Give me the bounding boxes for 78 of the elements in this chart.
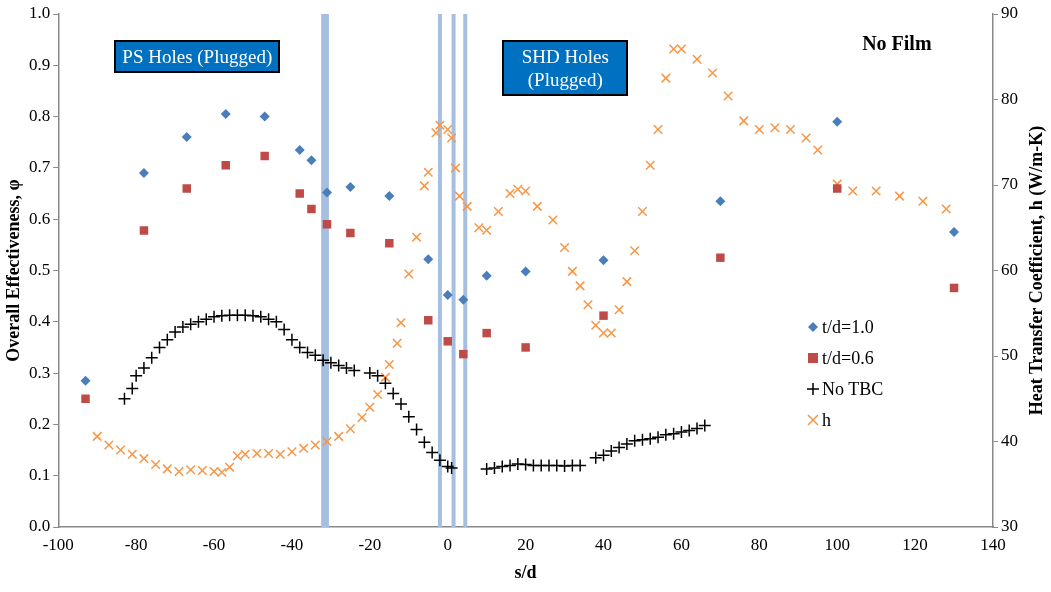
y-tick-label: 0.9 [29,54,51,74]
point [384,191,395,202]
point [458,294,469,305]
point [385,239,394,248]
point [295,189,304,198]
point [80,375,91,386]
x-tick-label: 60 [672,534,690,554]
y-tick-label: 0.1 [29,465,51,485]
x-tick-label: 20 [517,534,535,554]
point [599,311,608,320]
x-tick-label: -80 [124,534,148,554]
y-tick-label: 0.3 [29,362,51,382]
y-tick-label: 0.7 [29,157,51,177]
point [521,343,530,352]
point [482,328,491,338]
point [443,337,452,346]
y-tick-label: 0.4 [29,311,51,331]
x-tick-label: 80 [750,534,768,554]
point [182,184,192,193]
point [459,349,468,359]
x-tick-label: 140 [980,534,1006,554]
x-tick-label: -20 [358,534,382,554]
x-tick-label: -60 [202,534,226,554]
point [832,184,842,193]
y-tick-label: 0.8 [29,106,51,126]
y-tick-label: 0.6 [29,208,51,228]
legend-label: t/d=0.6 [822,346,874,370]
y2-tick-label: 90 [1001,3,1018,23]
x-tick-label: -100 [42,534,74,554]
point [716,253,725,262]
point [81,394,90,403]
y-tick-label: 1.0 [29,3,51,23]
y2-tick-label: 40 [1001,430,1018,450]
y-tick-label: 0.5 [29,259,51,279]
y2-axis-title: Heat Transfer Coefficient, h (W/m-K) [1025,125,1047,416]
x-axis-title: s/d [514,561,537,582]
legend-label: t/d=1.0 [822,315,874,339]
point [221,161,230,170]
point [139,226,149,235]
point [322,220,332,229]
point [260,151,269,161]
y-tick-label: 0.0 [29,516,51,536]
point [345,181,356,192]
point [294,144,305,155]
point [442,290,453,301]
point [424,316,433,325]
y-axis-title: Overall Effectiveness, φ [2,179,23,362]
point [598,255,609,266]
x-tick-label: -40 [280,534,304,554]
y2-tick-label: 30 [1001,516,1018,536]
point [423,254,434,265]
point [321,187,332,198]
point [832,116,843,127]
point [307,204,316,214]
x-tick-label: 120 [902,534,928,554]
point [346,228,355,238]
annotation: PS Holes (Plugged) [114,39,281,73]
y2-tick-label: 70 [1001,174,1018,194]
point [138,168,149,179]
annotation: SHD Holes (Plugged) [502,39,629,96]
x-tick-label: 100 [824,534,850,554]
legend-label: h [822,408,832,432]
point [306,155,317,166]
point [220,109,231,120]
point [259,111,270,122]
y2-tick-label: 50 [1001,345,1018,365]
point [715,196,726,207]
y2-tick-label: 60 [1001,259,1018,279]
point [481,270,492,281]
y2-tick-label: 80 [1001,88,1018,108]
x-tick-label: 40 [595,534,613,554]
point [949,227,960,238]
point [520,266,531,277]
annotation: No Film [862,31,932,55]
y-tick-label: 0.2 [29,413,51,433]
x-tick-label: 0 [443,534,452,554]
point [181,132,192,143]
legend-label: No TBC [822,377,884,401]
